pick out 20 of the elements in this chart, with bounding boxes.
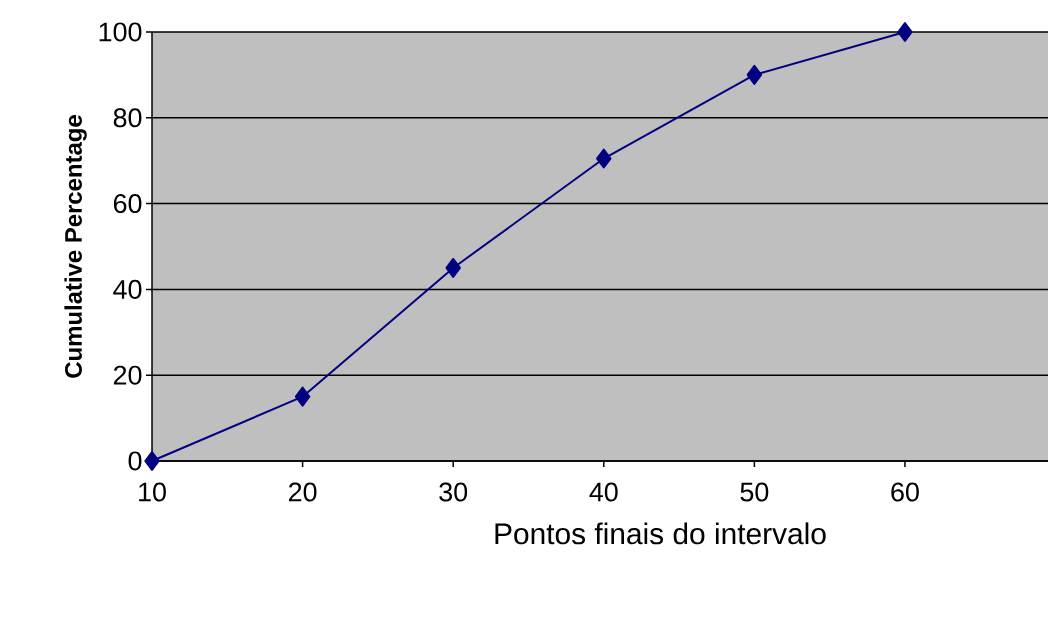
point — [596, 148, 612, 169]
point — [445, 257, 461, 278]
y-tick-label: 40 — [113, 279, 142, 299]
point — [294, 386, 311, 407]
x-tick-label: 50 — [740, 482, 769, 502]
x-axis-title: Pontos finais do intervalo — [495, 522, 826, 545]
x-tick-label: 40 — [589, 482, 618, 502]
point — [897, 22, 913, 42]
point — [144, 451, 160, 471]
y-axis-title: Cumulative Percentage — [64, 115, 87, 378]
x-tick-label: 20 — [289, 482, 317, 502]
y-tick-label: 0 — [128, 451, 142, 471]
y-tick-label: 80 — [113, 108, 142, 128]
y-tick-label: 60 — [113, 194, 142, 214]
point — [746, 64, 763, 85]
x-tick-label: 10 — [139, 482, 166, 502]
x-tick-label: 60 — [891, 482, 919, 502]
y-tick-label: 100 — [99, 22, 142, 42]
x-tick-label: 30 — [439, 482, 468, 502]
y-tick-label: 20 — [113, 365, 142, 385]
